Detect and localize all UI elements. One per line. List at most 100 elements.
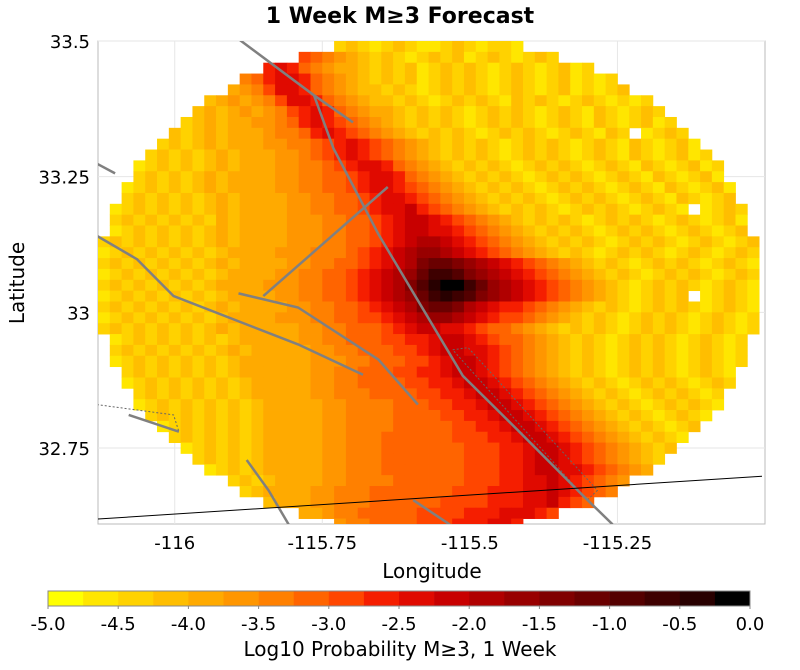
heatmap-cell bbox=[629, 344, 642, 357]
heatmap-cell bbox=[369, 51, 382, 64]
heatmap-cell bbox=[487, 62, 500, 74]
heatmap-cell bbox=[452, 51, 465, 64]
heatmap-cell bbox=[582, 160, 595, 172]
heatmap-cell bbox=[393, 420, 406, 433]
heatmap-cell bbox=[393, 51, 406, 64]
heatmap-cell bbox=[180, 366, 193, 378]
heatmap-cell bbox=[629, 377, 642, 389]
heatmap-cell bbox=[298, 160, 311, 172]
heatmap-cell bbox=[263, 399, 276, 411]
heatmap-cell bbox=[322, 301, 335, 313]
heatmap-cell bbox=[310, 290, 323, 302]
heatmap-cell bbox=[286, 290, 300, 302]
heatmap-cell bbox=[180, 301, 193, 313]
colorbar-tick-label: -0.5 bbox=[662, 614, 697, 635]
heatmap-cell bbox=[534, 236, 548, 248]
heatmap-cell bbox=[381, 225, 394, 237]
heatmap-cell bbox=[652, 290, 666, 302]
heatmap-cell bbox=[440, 431, 453, 443]
heatmap-cell bbox=[534, 323, 548, 335]
heatmap-cell bbox=[286, 377, 300, 389]
heatmap-cell bbox=[558, 344, 571, 357]
heatmap-cell bbox=[345, 420, 359, 433]
heatmap-cell bbox=[534, 138, 548, 150]
heatmap-cell bbox=[416, 106, 429, 118]
heatmap-cell bbox=[747, 268, 760, 281]
heatmap-cell bbox=[168, 171, 182, 183]
heatmap-cell bbox=[334, 41, 347, 53]
heatmap-cell bbox=[416, 95, 429, 107]
heatmap-cell bbox=[487, 464, 500, 476]
heatmap-cell bbox=[735, 301, 748, 313]
heatmap-cell bbox=[617, 366, 630, 378]
heatmap-cell bbox=[593, 149, 607, 161]
heatmap-cell bbox=[629, 312, 642, 324]
heatmap-cell bbox=[440, 214, 453, 226]
heatmap-cell bbox=[345, 95, 359, 107]
heatmap-cell bbox=[735, 312, 748, 324]
heatmap-cell bbox=[204, 399, 217, 411]
heatmap-cell bbox=[168, 334, 182, 346]
heatmap-cell bbox=[463, 247, 477, 259]
heatmap-cell bbox=[109, 290, 123, 302]
heatmap-cell bbox=[227, 160, 241, 172]
heatmap-cell bbox=[286, 95, 300, 107]
heatmap-cell bbox=[322, 507, 335, 519]
heatmap-cell bbox=[463, 160, 477, 172]
heatmap-cell bbox=[345, 138, 359, 150]
heatmap-cell bbox=[216, 160, 229, 172]
heatmap-cell bbox=[475, 41, 488, 53]
heatmap-cell bbox=[133, 258, 146, 270]
heatmap-cell bbox=[463, 106, 477, 118]
heatmap-cell bbox=[310, 214, 323, 226]
heatmap-cell bbox=[298, 442, 311, 454]
heatmap-cell bbox=[558, 95, 571, 107]
heatmap-cell bbox=[676, 192, 689, 205]
heatmap-cell bbox=[676, 149, 689, 161]
heatmap-cell bbox=[416, 192, 429, 205]
heatmap-cell bbox=[452, 203, 465, 216]
heatmap-cell bbox=[700, 399, 713, 411]
heatmap-cell bbox=[310, 258, 323, 270]
heatmap-cell bbox=[345, 366, 359, 378]
heatmap-cell bbox=[676, 127, 689, 140]
heatmap-cell bbox=[263, 442, 276, 454]
heatmap-cell bbox=[487, 312, 500, 324]
heatmap-cell bbox=[157, 192, 170, 205]
heatmap-cell bbox=[629, 138, 642, 150]
heatmap-cell bbox=[357, 73, 370, 85]
heatmap-cell bbox=[605, 203, 618, 216]
heatmap-cell bbox=[168, 399, 182, 411]
heatmap-cell bbox=[310, 225, 323, 237]
heatmap-cell bbox=[334, 290, 347, 302]
heatmap-cell bbox=[664, 442, 677, 454]
heatmap-cell bbox=[652, 410, 666, 422]
heatmap-cell bbox=[369, 127, 382, 140]
heatmap-cell bbox=[463, 355, 477, 368]
x-tick-label: -115.5 bbox=[441, 533, 499, 554]
heatmap-cell bbox=[546, 182, 559, 194]
heatmap-cell bbox=[463, 203, 477, 216]
heatmap-cell bbox=[652, 366, 666, 378]
heatmap-cell bbox=[499, 73, 512, 85]
heatmap-cell bbox=[275, 127, 288, 140]
heatmap-cell bbox=[204, 203, 217, 216]
heatmap-cell bbox=[404, 106, 418, 118]
heatmap-cell bbox=[227, 344, 241, 357]
heatmap-cell bbox=[310, 442, 323, 454]
heatmap-cell bbox=[499, 323, 512, 335]
heatmap-cell bbox=[334, 247, 347, 259]
heatmap-cell bbox=[239, 431, 252, 443]
heatmap-cell bbox=[310, 268, 323, 281]
heatmap-cell bbox=[381, 160, 394, 172]
heatmap-cell bbox=[440, 377, 453, 389]
heatmap-cell bbox=[322, 160, 335, 172]
heatmap-cell bbox=[452, 431, 465, 443]
heatmap-cell bbox=[487, 116, 500, 129]
heatmap-cell bbox=[664, 388, 677, 400]
heatmap-cell bbox=[452, 116, 465, 129]
heatmap-cell bbox=[440, 236, 453, 248]
heatmap-cell bbox=[475, 149, 488, 161]
heatmap-cell bbox=[286, 431, 300, 443]
heatmap-cell bbox=[310, 301, 323, 313]
